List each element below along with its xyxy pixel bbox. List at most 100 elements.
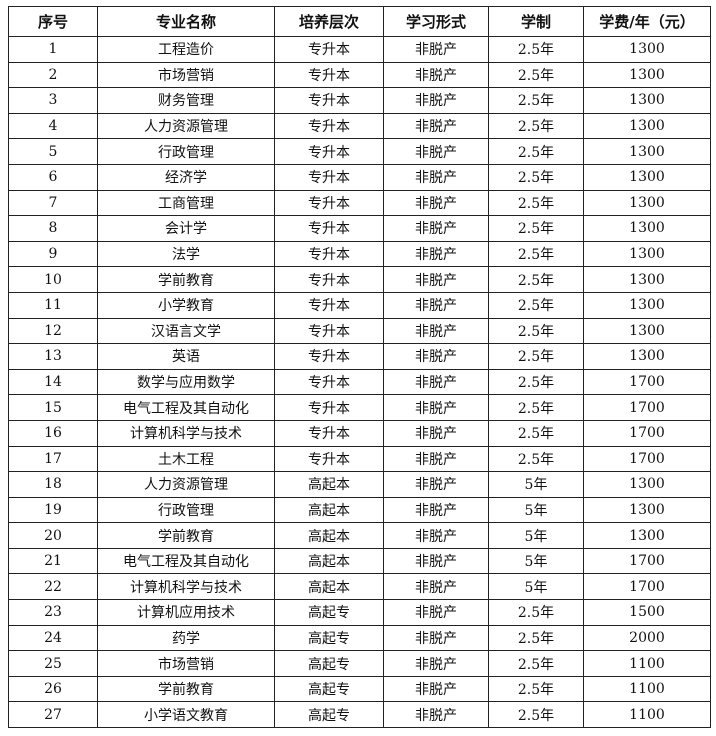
cell-tuition: 1300 — [583, 522, 711, 549]
cell-level: 高起本 — [274, 471, 384, 498]
cell-index: 21 — [8, 547, 98, 575]
cell-tuition: 1300 — [583, 291, 711, 319]
cell-level: 专升本 — [274, 36, 384, 63]
cell-index: 20 — [8, 522, 98, 549]
cell-tuition: 1300 — [583, 471, 711, 498]
cell-index: 19 — [8, 496, 98, 524]
cell-index: 3 — [8, 87, 98, 114]
table-row: 13 英语 专升本 非脱产 2.5年 1300 — [8, 343, 711, 370]
cell-index: 23 — [8, 599, 98, 626]
cell-level: 高起本 — [274, 547, 384, 575]
cell-tuition: 1700 — [583, 547, 711, 575]
cell-study-mode: 非脱产 — [383, 266, 489, 293]
cell-study-mode: 非脱产 — [383, 215, 489, 242]
cell-major: 英语 — [97, 343, 275, 370]
cell-level: 专升本 — [274, 317, 384, 345]
cell-index: 17 — [8, 445, 98, 473]
cell-index: 24 — [8, 624, 98, 652]
table-row: 20 学前教育 高起本 非脱产 5年 1300 — [8, 522, 711, 549]
cell-duration: 2.5年 — [488, 215, 584, 242]
cell-major: 法学 — [97, 240, 275, 268]
cell-major: 药学 — [97, 624, 275, 652]
table-row: 19 行政管理 高起本 非脱产 5年 1300 — [8, 496, 711, 524]
header-tuition: 学费/年（元） — [583, 6, 711, 37]
cell-index: 4 — [8, 112, 98, 140]
cell-duration: 2.5年 — [488, 266, 584, 293]
cell-level: 专升本 — [274, 189, 384, 217]
cell-study-mode: 非脱产 — [383, 675, 489, 703]
cell-study-mode: 非脱产 — [383, 87, 489, 114]
cell-duration: 2.5年 — [488, 445, 584, 473]
table-row: 10 学前教育 专升本 非脱产 2.5年 1300 — [8, 266, 711, 293]
cell-study-mode: 非脱产 — [383, 573, 489, 601]
cell-level: 专升本 — [274, 87, 384, 114]
cell-major: 行政管理 — [97, 496, 275, 524]
header-study-mode: 学习形式 — [383, 6, 489, 37]
cell-study-mode: 非脱产 — [383, 522, 489, 549]
cell-index: 7 — [8, 189, 98, 217]
cell-tuition: 1300 — [583, 496, 711, 524]
cell-study-mode: 非脱产 — [383, 240, 489, 268]
cell-tuition: 2000 — [583, 624, 711, 652]
cell-level: 高起专 — [274, 624, 384, 652]
table-row: 4 人力资源管理 专升本 非脱产 2.5年 1300 — [8, 112, 711, 140]
table-row: 11 小学教育 专升本 非脱产 2.5年 1300 — [8, 291, 711, 319]
cell-index: 26 — [8, 675, 98, 703]
header-index: 序号 — [8, 6, 98, 37]
header-major: 专业名称 — [97, 6, 275, 37]
table-row: 24 药学 高起专 非脱产 2.5年 2000 — [8, 624, 711, 652]
cell-major: 财务管理 — [97, 87, 275, 114]
cell-duration: 2.5年 — [488, 368, 584, 396]
cell-duration: 2.5年 — [488, 291, 584, 319]
cell-major: 工程造价 — [97, 36, 275, 63]
cell-level: 专升本 — [274, 266, 384, 293]
cell-duration: 2.5年 — [488, 112, 584, 140]
cell-tuition: 1300 — [583, 36, 711, 63]
cell-index: 9 — [8, 240, 98, 268]
cell-tuition: 1300 — [583, 112, 711, 140]
tuition-table: 序号 专业名称 培养层次 学习形式 学制 学费/年（元） 1 工程造价 专升本 非脱产… — [8, 6, 711, 729]
cell-duration: 2.5年 — [488, 317, 584, 345]
cell-tuition: 1700 — [583, 419, 711, 447]
cell-tuition: 1300 — [583, 343, 711, 370]
cell-duration: 2.5年 — [488, 701, 584, 729]
cell-level: 专升本 — [274, 215, 384, 242]
cell-level: 专升本 — [274, 112, 384, 140]
cell-index: 8 — [8, 215, 98, 242]
table-row: 25 市场营销 高起专 非脱产 2.5年 1100 — [8, 650, 711, 677]
cell-duration: 5年 — [488, 471, 584, 498]
table-row: 5 行政管理 专升本 非脱产 2.5年 1300 — [8, 138, 711, 165]
cell-study-mode: 非脱产 — [383, 163, 489, 191]
cell-duration: 2.5年 — [488, 343, 584, 370]
cell-level: 专升本 — [274, 163, 384, 191]
cell-study-mode: 非脱产 — [383, 471, 489, 498]
cell-level: 高起专 — [274, 701, 384, 729]
cell-tuition: 1300 — [583, 240, 711, 268]
cell-tuition: 1300 — [583, 163, 711, 191]
cell-duration: 2.5年 — [488, 394, 584, 421]
cell-major: 小学教育 — [97, 291, 275, 319]
cell-study-mode: 非脱产 — [383, 394, 489, 421]
table-row: 9 法学 专升本 非脱产 2.5年 1300 — [8, 240, 711, 268]
cell-level: 专升本 — [274, 343, 384, 370]
cell-duration: 2.5年 — [488, 650, 584, 677]
cell-duration: 2.5年 — [488, 61, 584, 89]
cell-index: 16 — [8, 419, 98, 447]
cell-tuition: 1300 — [583, 189, 711, 217]
cell-tuition: 1100 — [583, 675, 711, 703]
cell-major: 计算机科学与技术 — [97, 419, 275, 447]
cell-duration: 5年 — [488, 547, 584, 575]
cell-duration: 5年 — [488, 573, 584, 601]
cell-study-mode: 非脱产 — [383, 138, 489, 165]
cell-major: 经济学 — [97, 163, 275, 191]
cell-level: 高起本 — [274, 522, 384, 549]
cell-study-mode: 非脱产 — [383, 36, 489, 63]
cell-tuition: 1100 — [583, 701, 711, 729]
cell-study-mode: 非脱产 — [383, 317, 489, 345]
cell-study-mode: 非脱产 — [383, 547, 489, 575]
cell-major: 电气工程及其自动化 — [97, 547, 275, 575]
table-row: 26 学前教育 高起专 非脱产 2.5年 1100 — [8, 675, 711, 703]
table-row: 16 计算机科学与技术 专升本 非脱产 2.5年 1700 — [8, 419, 711, 447]
cell-index: 11 — [8, 291, 98, 319]
cell-tuition: 1700 — [583, 573, 711, 601]
